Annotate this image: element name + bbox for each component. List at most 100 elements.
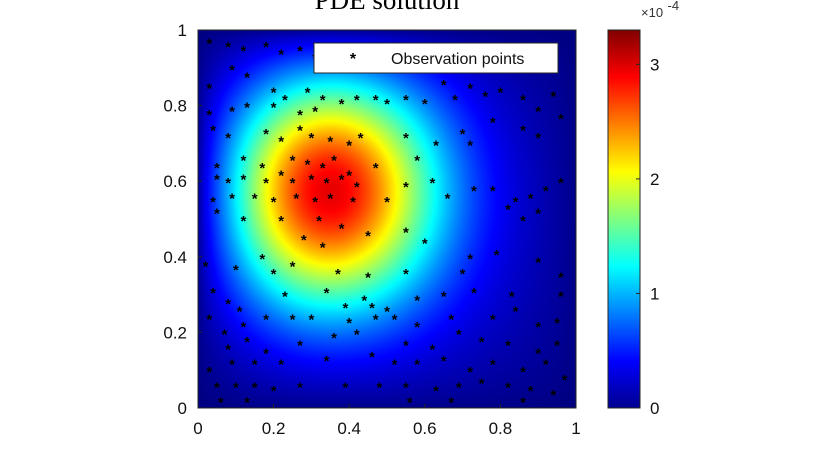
observation-point: * bbox=[441, 77, 447, 94]
observation-point: * bbox=[490, 115, 496, 132]
observation-point: * bbox=[237, 304, 243, 321]
observation-point: * bbox=[467, 137, 473, 154]
colorbar-exponent: ×10 -4 bbox=[641, 0, 679, 21]
observation-point: * bbox=[214, 160, 220, 177]
observation-point: * bbox=[271, 85, 277, 102]
observation-point: * bbox=[335, 266, 341, 283]
observation-point: * bbox=[414, 357, 420, 374]
observation-point: * bbox=[403, 338, 409, 355]
observation-point: * bbox=[271, 100, 277, 117]
observation-point: * bbox=[528, 383, 534, 400]
observation-point: * bbox=[365, 270, 371, 287]
observation-point: * bbox=[403, 224, 409, 241]
chart-title: PDE solution bbox=[315, 0, 460, 15]
observation-point: * bbox=[327, 190, 333, 207]
observation-point: * bbox=[392, 311, 398, 328]
observation-point: * bbox=[290, 258, 296, 275]
observation-point: * bbox=[543, 357, 549, 374]
observation-point: * bbox=[354, 179, 360, 196]
observation-point: * bbox=[361, 292, 367, 309]
colorbar: 0 1 2 3 ×10 -4 bbox=[607, 0, 679, 418]
observation-point: * bbox=[535, 255, 541, 272]
observation-point: * bbox=[505, 338, 511, 355]
y-tick-label: 0.2 bbox=[163, 323, 187, 342]
observation-point: * bbox=[441, 353, 447, 370]
observation-point: * bbox=[278, 213, 284, 230]
observation-point: * bbox=[448, 311, 454, 328]
observation-point: * bbox=[479, 376, 485, 393]
observation-point: * bbox=[271, 383, 277, 400]
observation-point: * bbox=[467, 364, 473, 381]
observation-point: * bbox=[210, 122, 216, 139]
observation-point: * bbox=[240, 319, 246, 336]
observation-point: * bbox=[452, 92, 458, 109]
observation-point: * bbox=[225, 175, 231, 192]
observation-point: * bbox=[290, 311, 296, 328]
observation-point: * bbox=[354, 326, 360, 343]
observation-point: * bbox=[373, 92, 379, 109]
observation-point: * bbox=[263, 126, 269, 143]
observation-point: * bbox=[263, 175, 269, 192]
observation-point: * bbox=[225, 39, 231, 56]
observation-point: * bbox=[244, 394, 250, 411]
legend-box bbox=[313, 42, 559, 74]
y-axis: 0 0.2 0.4 0.6 0.8 1 bbox=[163, 21, 202, 418]
observation-point: * bbox=[509, 289, 515, 306]
observation-point: * bbox=[373, 311, 379, 328]
observation-point: * bbox=[414, 319, 420, 336]
observation-point: * bbox=[433, 137, 439, 154]
observation-point: * bbox=[229, 62, 235, 79]
observation-point: * bbox=[305, 156, 311, 173]
observation-point: * bbox=[456, 379, 462, 396]
observation-point: * bbox=[233, 379, 239, 396]
observation-point: * bbox=[482, 88, 488, 105]
y-tick-label: 0.4 bbox=[163, 248, 187, 267]
observation-point: * bbox=[456, 326, 462, 343]
observation-point: * bbox=[240, 43, 246, 60]
observation-point: * bbox=[290, 153, 296, 170]
observation-point: * bbox=[282, 92, 288, 109]
observation-point: * bbox=[203, 258, 209, 275]
observation-point: * bbox=[240, 171, 246, 188]
observation-point: * bbox=[312, 194, 318, 211]
observation-point: * bbox=[240, 153, 246, 170]
x-tick-label: 0.8 bbox=[489, 419, 513, 438]
observation-point: * bbox=[278, 47, 284, 64]
observation-point: * bbox=[407, 394, 413, 411]
observation-point: * bbox=[543, 183, 549, 200]
observation-point: * bbox=[558, 175, 564, 192]
observation-point: * bbox=[327, 134, 333, 151]
legend-label: Observation points bbox=[391, 51, 524, 68]
observation-point: * bbox=[297, 107, 303, 124]
x-axis: 0 0.2 0.4 0.6 0.8 1 bbox=[193, 404, 581, 438]
observation-point: * bbox=[384, 194, 390, 211]
y-tick-label: 0 bbox=[178, 399, 187, 418]
colorbar-tick-label: 1 bbox=[650, 284, 659, 303]
observation-point: * bbox=[467, 81, 473, 98]
observation-point: * bbox=[342, 300, 348, 317]
observation-point: * bbox=[403, 130, 409, 147]
observation-point: * bbox=[222, 326, 228, 343]
observation-point: * bbox=[240, 213, 246, 230]
observation-point: * bbox=[422, 96, 428, 113]
observation-point: * bbox=[414, 292, 420, 309]
observation-point: * bbox=[414, 153, 420, 170]
observation-point: * bbox=[229, 103, 235, 120]
observation-point: * bbox=[373, 160, 379, 177]
observation-point: * bbox=[448, 394, 454, 411]
x-tick-label: 0 bbox=[193, 419, 202, 438]
observation-point: * bbox=[342, 379, 348, 396]
colorbar-tick-label: 2 bbox=[650, 170, 659, 189]
observation-point: * bbox=[324, 285, 330, 302]
observation-point: * bbox=[225, 130, 231, 147]
observation-point: * bbox=[339, 171, 345, 188]
observation-point: * bbox=[460, 126, 466, 143]
y-tick-label: 0.6 bbox=[163, 172, 187, 191]
observation-point: * bbox=[244, 334, 250, 351]
observation-point: * bbox=[252, 190, 258, 207]
observation-point: * bbox=[513, 194, 519, 211]
observation-point: * bbox=[331, 330, 337, 347]
observation-point: * bbox=[225, 296, 231, 313]
observation-point: * bbox=[233, 262, 239, 279]
y-tick-label: 1 bbox=[178, 21, 187, 40]
